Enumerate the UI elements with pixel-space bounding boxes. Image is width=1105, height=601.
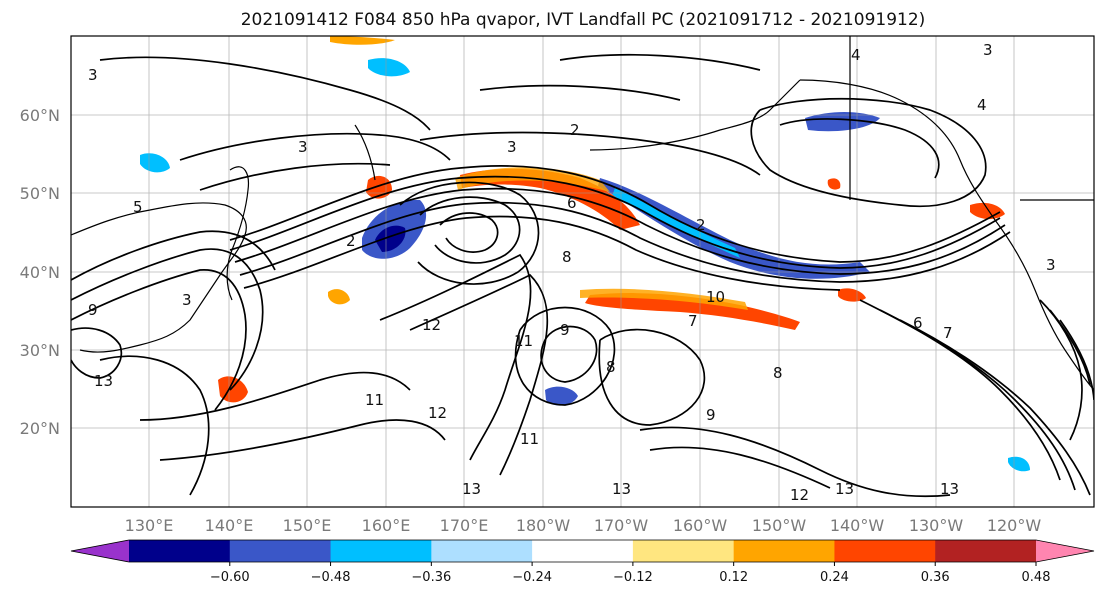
- lat-label: 20°N: [20, 419, 60, 438]
- lon-label: 170°E: [440, 516, 489, 535]
- contour-label: 2: [570, 121, 580, 139]
- colorbar-segment: [834, 540, 936, 562]
- colorbar-segment: [431, 540, 533, 562]
- lon-label: 180°W: [516, 516, 571, 535]
- contour-label: 7: [688, 312, 698, 330]
- contour-label: 4: [851, 46, 861, 64]
- contour-label: 6: [567, 194, 577, 212]
- colorbar-tick-label: −0.48: [311, 570, 351, 585]
- lon-label: 120°W: [987, 516, 1042, 535]
- anomaly-positive-subtropical-edge: [580, 288, 748, 310]
- colorbar-outline: [70, 539, 1095, 563]
- contour-label-layer: 3 2 3 2 8 10 12 11 12 13 13 9 8 6 7 8 9 …: [88, 41, 1056, 504]
- colorbar-tick-label: −0.60: [210, 570, 250, 585]
- colorbar-segment: [129, 540, 231, 562]
- lat-label: 40°N: [20, 263, 60, 282]
- lon-label: 160°W: [673, 516, 728, 535]
- colorbar-tick-label: −0.36: [411, 570, 451, 585]
- contour-label: 7: [943, 324, 953, 342]
- contour-label: 11: [520, 430, 539, 448]
- latitude-labels: 60°N 50°N 40°N 30°N 20°N: [20, 106, 60, 438]
- anomaly-negative-band-core: [612, 188, 740, 258]
- contour-label: 3: [182, 291, 192, 309]
- contour-label: 6: [913, 314, 923, 332]
- figure-title: 2021091412 F084 850 hPa qvapor, IVT Land…: [241, 10, 926, 30]
- contour-label: 8: [562, 248, 572, 266]
- lon-label: 170°W: [594, 516, 649, 535]
- lon-label: 140°E: [205, 516, 254, 535]
- contour-label: 12: [790, 486, 809, 504]
- contour-label: 8: [606, 358, 616, 376]
- contour-label: 9: [88, 301, 98, 319]
- contour-label: 3: [1046, 256, 1056, 274]
- colorbar-segment: [935, 540, 1037, 562]
- anomaly-speck-6: [368, 58, 410, 77]
- colorbar-tick-label: 0.24: [820, 570, 849, 585]
- contour-label: 11: [514, 332, 533, 350]
- contour-label: 3: [983, 41, 993, 59]
- contour-label: 12: [422, 316, 441, 334]
- colorbar-segment: [632, 540, 735, 562]
- contour-label: 2: [346, 232, 356, 250]
- anomaly-negative-blob-south: [545, 386, 578, 406]
- contour-lines: [71, 53, 1094, 498]
- lat-label: 60°N: [20, 106, 60, 125]
- contour-label: 13: [940, 480, 959, 498]
- lon-label: 150°E: [283, 516, 332, 535]
- colorbar-tick-label: 0.12: [719, 570, 748, 585]
- contour-label: 2: [696, 216, 706, 234]
- contour-label: 13: [835, 480, 854, 498]
- colorbar-extend-high: [1036, 540, 1094, 562]
- contour-label: 10: [706, 288, 725, 306]
- colorbar-tick-label: 0.48: [1022, 570, 1051, 585]
- anomaly-speck-7: [1008, 456, 1030, 472]
- colorbar: −0.60 −0.48 −0.36 −0.24 −0.12 0.12 0.24 0.36 0.4…: [70, 539, 1095, 585]
- colorbar-segment: [532, 540, 634, 562]
- lon-label: 130°W: [909, 516, 964, 535]
- anomaly-positive-jet: [460, 168, 640, 230]
- colorbar-tick-label: −0.24: [512, 570, 552, 585]
- map-panel: 3 2 3 2 8 10 12 11 12 13 13 9 8 6 7 8 9 …: [70, 35, 1095, 508]
- contour-label: 13: [462, 480, 481, 498]
- contour-label: 13: [612, 480, 631, 498]
- colorbar-segment: [229, 540, 332, 562]
- contour-label: 4: [977, 96, 987, 114]
- lon-label: 140°W: [830, 516, 885, 535]
- colorbar-tick-label: 0.36: [921, 570, 950, 585]
- anomaly-speck-1: [140, 153, 170, 173]
- contour-label: 13: [94, 372, 113, 390]
- contour-label: 3: [298, 138, 308, 156]
- anomaly-speck-5: [328, 289, 350, 305]
- anomaly-negative-blob-core: [375, 225, 406, 252]
- colorbar-segment: [733, 540, 835, 562]
- lat-label: 30°N: [20, 341, 60, 360]
- lon-label: 160°E: [362, 516, 411, 535]
- colorbar-tick-label: −0.12: [613, 570, 653, 585]
- anomaly-speck-2: [827, 178, 841, 190]
- contour-label: 3: [88, 66, 98, 84]
- anomaly-speck-3: [838, 288, 866, 302]
- lon-label: 130°E: [125, 516, 174, 535]
- contour-label: 12: [428, 404, 447, 422]
- contour-label: 9: [560, 321, 570, 339]
- colorbar-segment: [330, 540, 432, 562]
- anomaly-positive-subtropical: [585, 293, 800, 330]
- longitude-labels: 130°E 140°E 150°E 160°E 170°E 180°W 170°…: [125, 516, 1042, 535]
- map-frame: [70, 35, 1095, 508]
- contour-label: 3: [507, 138, 517, 156]
- anomaly-speck-8: [330, 36, 395, 45]
- colorbar-extend-low: [71, 540, 129, 562]
- lat-label: 50°N: [20, 184, 60, 203]
- contour-label: 11: [365, 391, 384, 409]
- map-background: [71, 36, 1094, 507]
- contour-label: 9: [706, 406, 716, 424]
- contour-label: 8: [773, 364, 783, 382]
- anomaly-negative-alaska: [805, 112, 880, 132]
- contour-label: 5: [133, 198, 143, 216]
- coastlines: [71, 36, 1094, 391]
- anomaly-fill-layer: [140, 36, 1030, 472]
- lon-label: 150°W: [752, 516, 807, 535]
